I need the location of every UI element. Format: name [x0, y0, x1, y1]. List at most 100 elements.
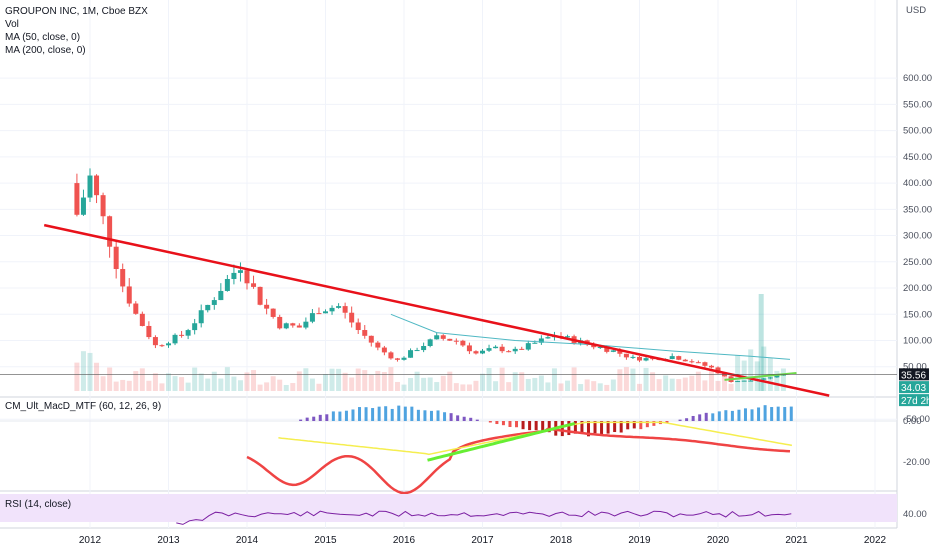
- candle: [402, 356, 407, 360]
- time-tick-2021: 2021: [785, 535, 808, 546]
- volume-bar: [258, 385, 263, 391]
- candle-body: [696, 362, 701, 363]
- candle: [500, 344, 505, 353]
- volume-bar: [218, 379, 223, 391]
- candle-body: [284, 323, 289, 328]
- candle-body: [441, 335, 446, 339]
- macd-hist-bar: [535, 421, 538, 430]
- candle-body: [421, 346, 426, 350]
- candle: [539, 335, 544, 345]
- macd-hist-bar: [423, 410, 426, 421]
- volume-bar: [473, 381, 478, 391]
- candle: [140, 312, 145, 327]
- candle-body: [231, 273, 236, 279]
- candle-body: [277, 317, 282, 328]
- candle: [362, 325, 367, 339]
- volume-bar: [729, 384, 734, 391]
- candle-body: [343, 306, 348, 313]
- macd-hist-bar: [378, 407, 381, 421]
- volume-bar: [159, 383, 164, 391]
- volume-bar: [506, 382, 511, 391]
- time-tick-2016: 2016: [393, 535, 416, 546]
- volume-bar: [487, 368, 492, 391]
- candle-body: [271, 309, 276, 317]
- legend-macd[interactable]: CM_Ult_MacD_MTF (60, 12, 26, 9): [5, 400, 161, 413]
- candle: [205, 305, 210, 313]
- candle-body: [742, 381, 747, 382]
- macd-hist-bar: [371, 408, 374, 421]
- volume-bar: [271, 376, 276, 391]
- candle: [493, 345, 498, 348]
- candle: [192, 319, 197, 334]
- rsi-panel: [0, 494, 897, 524]
- macd-hist-bar: [299, 420, 302, 421]
- macd-hist-bar: [443, 412, 446, 421]
- volume-bar: [146, 381, 151, 391]
- macd-hist-bar: [450, 413, 453, 421]
- macd-hist-bar: [365, 407, 368, 421]
- macd-hist-bar: [515, 421, 518, 427]
- candle: [146, 321, 151, 339]
- volume-bar: [591, 381, 596, 391]
- price-tick-350: 350.00: [903, 204, 932, 215]
- candle-body: [526, 343, 531, 349]
- macd-hist-bar: [358, 407, 361, 421]
- candle: [218, 283, 223, 300]
- volume-bar: [375, 371, 380, 391]
- volume-bar: [624, 367, 629, 391]
- time-tick-2019: 2019: [628, 535, 651, 546]
- candle: [271, 308, 276, 318]
- volume-bar: [441, 376, 446, 391]
- candle-body: [264, 305, 269, 309]
- candle-body: [258, 287, 263, 305]
- macd-hist-bar: [692, 416, 695, 421]
- legend-ma200[interactable]: MA (200, close, 0): [5, 44, 86, 57]
- candle-body: [173, 335, 178, 343]
- candle-body: [761, 378, 766, 379]
- price-tick-250: 250.00: [903, 257, 932, 268]
- ma-value-badge: 34.03: [899, 381, 929, 394]
- candle-body: [362, 330, 367, 336]
- volume-bar: [781, 368, 786, 391]
- candle-body: [225, 279, 230, 291]
- candle: [277, 315, 282, 330]
- volume-bar: [199, 373, 204, 391]
- macd-hist-bar: [463, 417, 466, 421]
- volume-bar: [709, 369, 714, 391]
- candle-body: [637, 357, 642, 361]
- candle: [74, 174, 79, 217]
- macd-hist-bar: [312, 417, 315, 421]
- candle-body: [290, 323, 295, 325]
- candle: [114, 242, 119, 279]
- volume-bar: [251, 370, 256, 391]
- legend-rsi[interactable]: RSI (14, close): [5, 498, 71, 511]
- volume-bar: [467, 384, 472, 391]
- candle-body: [735, 381, 740, 382]
- legend-volume[interactable]: Vol: [5, 18, 19, 31]
- candle-body: [506, 351, 511, 352]
- price-tick-150: 150.00: [903, 309, 932, 320]
- candle-body: [310, 313, 315, 322]
- macd-label: CM_Ult_MacD_MTF (60, 12, 26, 9): [5, 401, 161, 412]
- ma-value-badge-text: 34.03: [901, 383, 926, 394]
- candle: [349, 307, 354, 328]
- candle-body: [428, 339, 433, 346]
- candle: [428, 339, 433, 348]
- candle: [526, 341, 531, 351]
- macd-hist-bar: [397, 406, 400, 421]
- volume-bar: [343, 373, 348, 391]
- volume-bar: [245, 372, 250, 391]
- candle-body: [251, 283, 256, 287]
- legend-symbol[interactable]: GROUPON INC, 1M, Cboe BZX: [5, 5, 148, 18]
- legend-ma50[interactable]: MA (50, close, 0): [5, 31, 80, 44]
- candle-body: [303, 322, 308, 328]
- volume-bar: [310, 379, 315, 391]
- candle: [375, 341, 380, 350]
- volume-bar: [225, 367, 230, 391]
- volume-bar: [565, 381, 570, 391]
- volume-bar: [94, 363, 99, 391]
- candle: [310, 309, 315, 323]
